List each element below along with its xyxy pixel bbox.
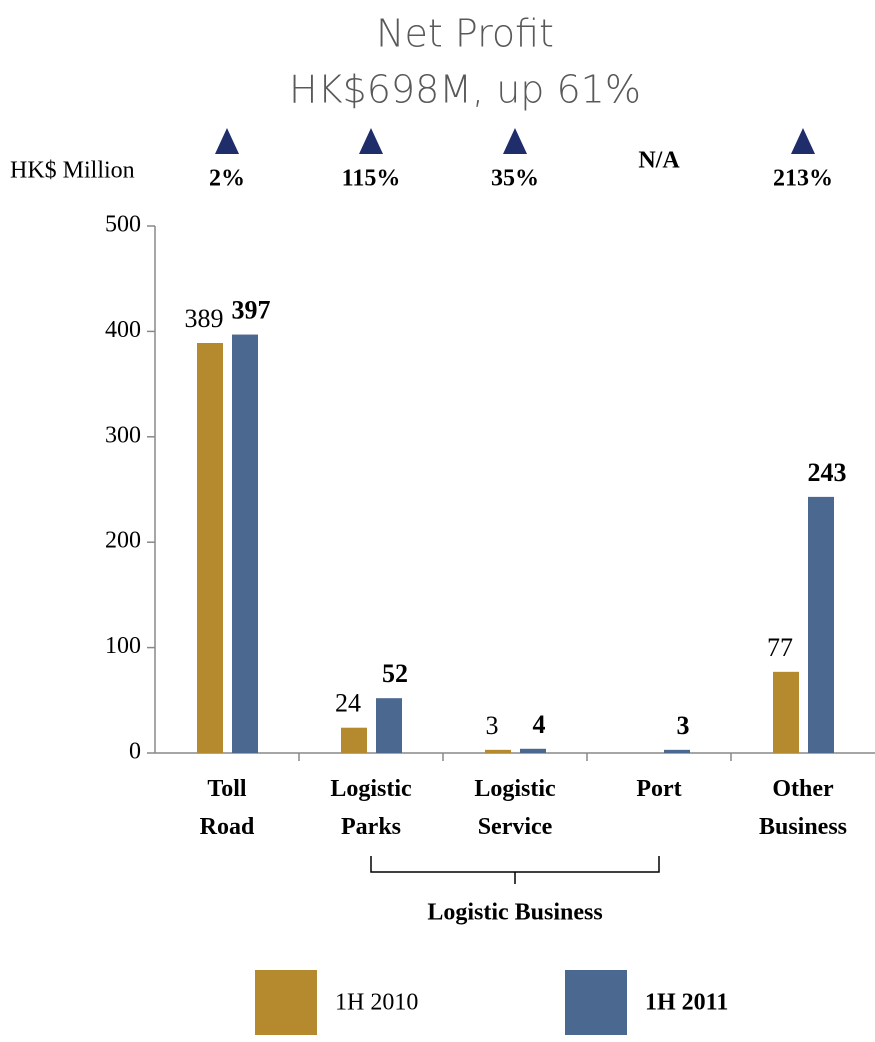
legend-swatch <box>565 970 627 1035</box>
legend-label: 1H 2010 <box>335 990 418 1016</box>
y-tick-label: 500 <box>105 212 141 238</box>
chart-subtitle: HK$698M, up 61% <box>289 68 641 112</box>
group-bracket <box>370 856 660 884</box>
y-axis-label: HK$ Million <box>10 158 135 184</box>
growth-label: 2% <box>209 166 245 192</box>
growth-arrow <box>791 128 815 154</box>
bar <box>485 749 511 753</box>
bar <box>520 748 546 753</box>
bar <box>664 749 690 753</box>
group-label: Logistic Business <box>427 900 602 926</box>
growth-label: N/A <box>638 148 680 174</box>
bar <box>808 496 834 753</box>
data-label: 24 <box>335 689 361 718</box>
growth-arrow <box>359 128 383 154</box>
data-label: 52 <box>382 659 408 688</box>
legend-label: 1H 2011 <box>645 990 728 1016</box>
bar <box>232 334 258 753</box>
y-tick-label: 100 <box>105 633 141 659</box>
data-label: 397 <box>232 296 271 325</box>
bar <box>197 342 223 753</box>
data-label: 389 <box>185 304 224 333</box>
growth-label: 115% <box>342 166 401 192</box>
data-label: 4 <box>533 710 546 739</box>
chart-title: Net Profit <box>376 12 554 56</box>
x-tick-label: Other Business <box>759 776 847 840</box>
y-tick-label: 400 <box>105 317 141 343</box>
bar <box>773 671 799 753</box>
data-label: 243 <box>808 458 847 487</box>
x-tick-label: Logistic Parks <box>330 776 412 840</box>
x-tick-label: Port <box>636 776 681 802</box>
data-label: 3 <box>486 711 499 740</box>
y-tick-label: 200 <box>105 528 141 554</box>
growth-arrow <box>503 128 527 154</box>
growth-label: 213% <box>773 166 833 192</box>
x-tick-label: Toll Road <box>200 776 255 840</box>
y-tick-label: 0 <box>129 739 141 765</box>
x-tick-label: Logistic Service <box>474 776 556 840</box>
growth-arrow <box>215 128 239 154</box>
growth-label: 35% <box>491 166 539 192</box>
bar <box>341 727 367 753</box>
y-tick-label: 300 <box>105 422 141 448</box>
data-label: 77 <box>767 633 793 662</box>
data-label: 3 <box>677 711 690 740</box>
bar <box>376 698 402 753</box>
legend-swatch <box>255 970 317 1035</box>
